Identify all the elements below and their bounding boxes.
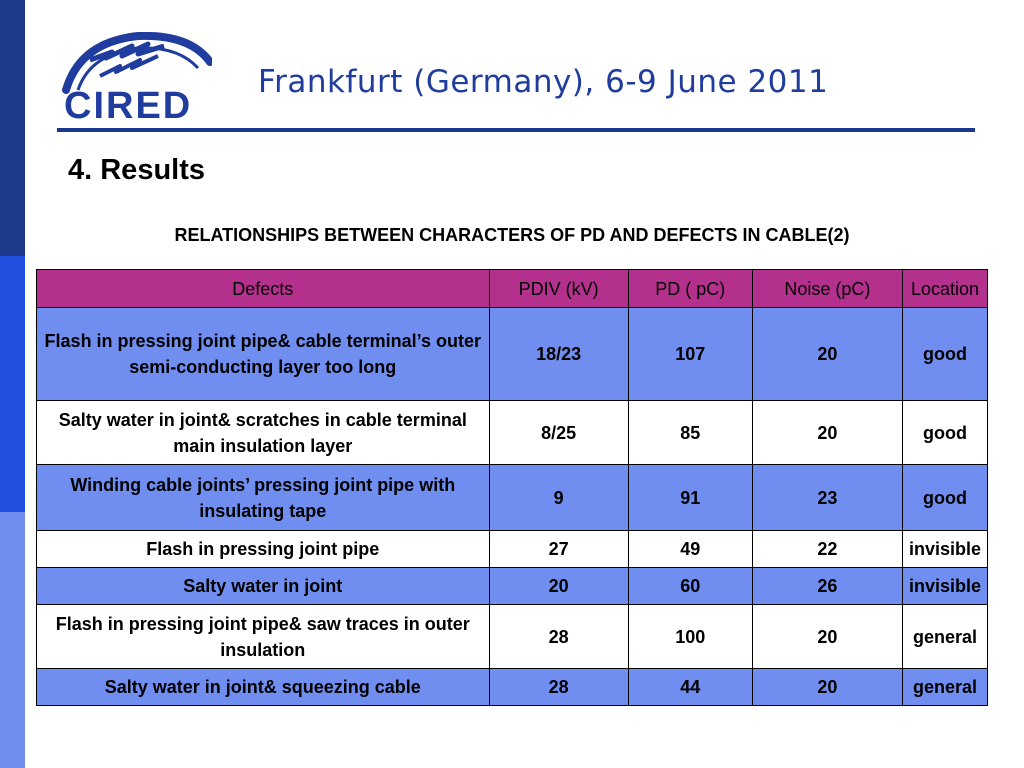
defect-cell: Salty water in joint& scratches in cable… [36,400,490,465]
table-row: Flash in pressing joint pipe& cable term… [36,307,989,401]
location-cell: invisible [901,530,989,568]
header-divider [57,128,975,132]
noise-cell: 20 [751,604,903,669]
defect-cell: Flash in pressing joint pipe& cable term… [36,307,490,401]
table-row: Salty water in joint& scratches in cable… [36,400,989,465]
table-row: Winding cable joints’ pressing joint pip… [36,464,989,531]
side-bar [0,0,25,768]
pdiv-cell: 8/25 [488,400,629,465]
noise-cell: 20 [751,307,903,401]
noise-cell: 20 [751,668,903,706]
logo-bolt-icon [89,41,165,63]
noise-cell: 26 [751,567,903,605]
cired-logo: CIRED [62,32,212,122]
pdiv-cell: 28 [488,668,629,706]
pdiv-cell: 18/23 [488,307,629,401]
table-row: Flash in pressing joint pipe 27 49 22 in… [36,530,989,568]
location-cell: good [901,464,989,531]
pd-cell: 91 [627,464,753,531]
defect-cell: Salty water in joint [36,567,490,605]
location-cell: invisible [901,567,989,605]
column-header-location: Location [901,269,989,308]
pdiv-cell: 27 [488,530,629,568]
pd-cell: 44 [627,668,753,706]
location-cell: general [901,604,989,669]
defect-cell: Salty water in joint& squeezing cable [36,668,490,706]
pd-cell: 60 [627,567,753,605]
logo-bolt-icon-2 [99,54,159,78]
side-bar-bottom-segment [0,512,25,768]
side-bar-top-segment [0,0,25,256]
noise-cell: 20 [751,400,903,465]
table-caption: RELATIONSHIPS BETWEEN CHARACTERS OF PD A… [174,225,850,245]
column-header-defects: Defects [36,269,490,308]
results-table: Defects PDIV (kV) PD ( pC) Noise (pC) Lo… [36,269,989,706]
noise-cell: 22 [751,530,903,568]
logo-arc [62,32,212,94]
noise-cell: 23 [751,464,903,531]
defect-cell: Flash in pressing joint pipe [36,530,490,568]
table-row: Salty water in joint 20 60 26 invisible [36,567,989,605]
defect-cell: Flash in pressing joint pipe& saw traces… [36,604,490,669]
pd-cell: 100 [627,604,753,669]
pdiv-cell: 28 [488,604,629,669]
table-header-row: Defects PDIV (kV) PD ( pC) Noise (pC) Lo… [36,269,989,308]
location-cell: good [901,400,989,465]
pd-cell: 49 [627,530,753,568]
logo-text: CIRED [64,85,192,122]
pd-cell: 85 [627,400,753,465]
column-header-pdiv: PDIV (kV) [488,269,629,308]
location-cell: general [901,668,989,706]
column-header-pd: PD ( pC) [627,269,753,308]
section-title: 4. Results [68,154,205,186]
pdiv-cell: 20 [488,567,629,605]
pd-cell: 107 [627,307,753,401]
column-header-noise: Noise (pC) [751,269,903,308]
table-row: Salty water in joint& squeezing cable 28… [36,668,989,706]
location-cell: good [901,307,989,401]
pdiv-cell: 9 [488,464,629,531]
table-row: Flash in pressing joint pipe& saw traces… [36,604,989,669]
conference-title: Frankfurt (Germany), 6-9 June 2011 [258,64,829,100]
defect-cell: Winding cable joints’ pressing joint pip… [36,464,490,531]
side-bar-middle-segment [0,256,25,512]
